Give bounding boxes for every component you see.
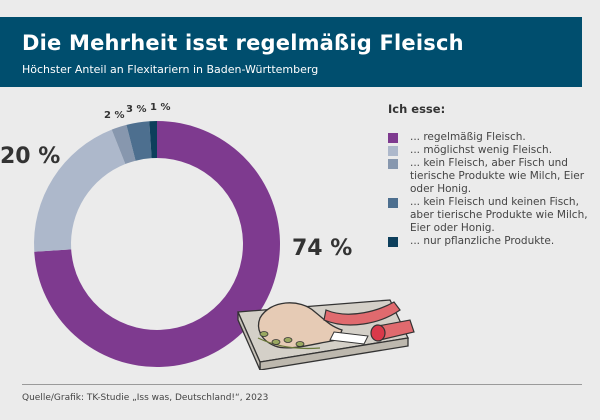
value-label-pescetarian: 2 % xyxy=(104,110,125,121)
slice-little-meat xyxy=(34,129,126,252)
legend-title: Ich esse: xyxy=(388,102,446,116)
legend-swatch xyxy=(388,198,398,208)
meat-platter-icon xyxy=(237,299,415,370)
legend-item: ... möglichst wenig Fleisch. xyxy=(388,144,598,157)
legend-label: ... nur pflanzliche Produkte. xyxy=(410,235,555,247)
source-note: Quelle/Grafik: TK-Studie „Iss was, Deuts… xyxy=(22,393,269,403)
value-label-little-meat: 20 % xyxy=(0,144,61,169)
legend-item: ... regelmäßig Fleisch. xyxy=(388,131,598,144)
legend-swatch xyxy=(388,237,398,247)
slice-vegetarian xyxy=(126,121,152,161)
slice-vegan xyxy=(149,121,157,159)
legend-swatch xyxy=(388,146,398,156)
legend-swatch xyxy=(388,159,398,169)
legend: Ich esse: ... regelmäßig Fleisch. ... mö… xyxy=(388,102,598,248)
legend-label: ... möglichst wenig Fleisch. xyxy=(410,144,553,156)
legend-item: ... kein Fleisch und keinen Fisch, aber … xyxy=(388,196,598,235)
legend-item: ... nur pflanzliche Produkte. xyxy=(388,235,598,248)
legend-label: ... kein Fleisch, aber Fisch und tierisc… xyxy=(410,157,585,195)
value-label-vegan: 1 % xyxy=(150,102,171,113)
chart-subtitle: Höchster Anteil an Flexitariern in Baden… xyxy=(22,63,319,76)
donut-chart xyxy=(34,121,281,368)
chart-title: Die Mehrheit isst regelmäßig Fleisch xyxy=(22,31,464,55)
legend-swatch xyxy=(388,133,398,143)
footer-divider xyxy=(22,384,582,385)
legend-label: ... kein Fleisch und keinen Fisch, aber … xyxy=(410,196,588,234)
value-label-vegetarian: 3 % xyxy=(126,104,147,115)
slice-regular-meat xyxy=(34,121,281,368)
legend-label: ... regelmäßig Fleisch. xyxy=(410,131,526,143)
value-label-regular-meat: 74 % xyxy=(292,236,353,261)
slice-pescetarian xyxy=(111,124,136,165)
header-banner: Die Mehrheit isst regelmäßig Fleisch Höc… xyxy=(0,17,582,87)
legend-item: ... kein Fleisch, aber Fisch und tierisc… xyxy=(388,157,598,196)
